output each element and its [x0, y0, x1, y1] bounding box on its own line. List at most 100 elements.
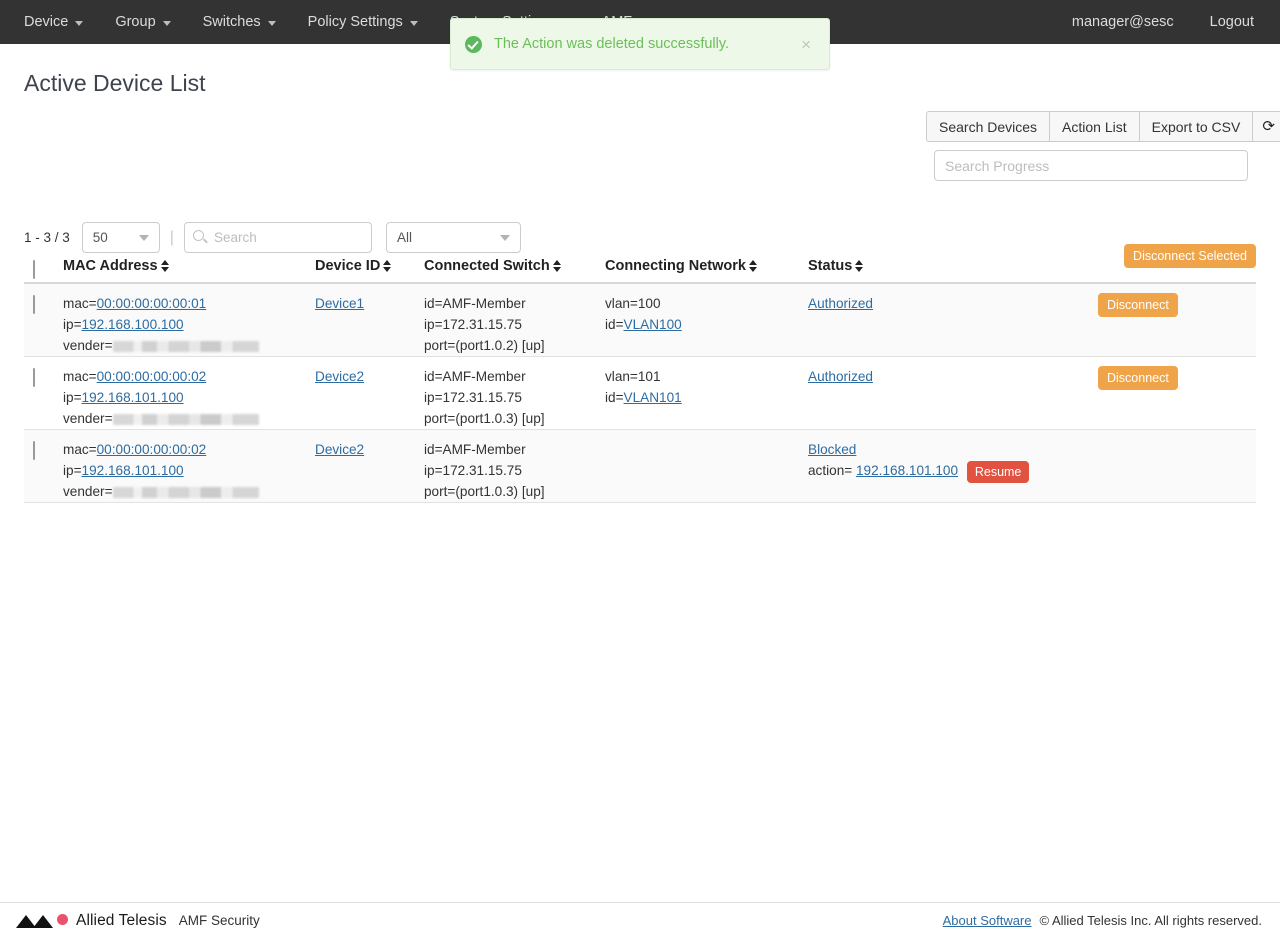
- chevron-down-icon: [162, 20, 171, 26]
- nav-item-switches[interactable]: Switches: [187, 0, 292, 44]
- ip-line: ip=192.168.101.100: [63, 460, 315, 481]
- status-link[interactable]: Authorized: [808, 369, 873, 384]
- cell-mac-address: mac=00:00:00:00:00:01 ip=192.168.100.100…: [63, 293, 315, 356]
- search-icon: [192, 230, 204, 241]
- divider: |: [169, 228, 174, 246]
- column-header-status-label: Status: [808, 258, 853, 274]
- cell-connecting-network: vlan=100 id=VLAN100: [605, 293, 808, 335]
- switch-port: port=(port1.0.2) [up]: [424, 338, 545, 353]
- logout-button[interactable]: Logout: [1209, 14, 1254, 30]
- about-software-link[interactable]: About Software: [942, 913, 1032, 928]
- row-checkbox[interactable]: [33, 368, 35, 387]
- current-user[interactable]: manager@sesc: [1071, 14, 1174, 30]
- mac-link[interactable]: 00:00:00:00:00:02: [96, 369, 207, 384]
- page-size-select[interactable]: 50: [81, 222, 160, 253]
- row-checkbox[interactable]: [33, 441, 35, 460]
- table-header-row: MAC Address Device ID Connected Switch C…: [24, 244, 1256, 284]
- disconnect-button[interactable]: Disconnect: [1098, 366, 1178, 390]
- nav-item-policy-settings[interactable]: Policy Settings: [292, 0, 434, 44]
- disconnect-selected-wrapper: Disconnect Selected: [1124, 244, 1256, 268]
- status-link[interactable]: Authorized: [808, 296, 873, 311]
- network-id-link[interactable]: VLAN100: [623, 317, 682, 332]
- search-devices-button[interactable]: Search Devices: [926, 111, 1050, 142]
- table-row: mac=00:00:00:00:00:02 ip=192.168.101.100…: [24, 357, 1256, 430]
- vender-prefix: vender=: [63, 484, 113, 499]
- action-target-link[interactable]: 192.168.101.100: [856, 463, 959, 478]
- disconnect-button[interactable]: Disconnect: [1098, 293, 1178, 317]
- refresh-icon: ⟳: [1262, 118, 1275, 135]
- sort-icon: [160, 260, 169, 272]
- chevron-down-icon: [138, 235, 149, 241]
- nav-item-group[interactable]: Group: [99, 0, 186, 44]
- device-id-link[interactable]: Device2: [315, 369, 365, 384]
- column-header-device-id[interactable]: Device ID: [315, 258, 424, 274]
- disconnect-selected-button[interactable]: Disconnect Selected: [1124, 244, 1256, 268]
- network-id-link[interactable]: VLAN101: [623, 390, 682, 405]
- action-toolbar: Search Devices Action List Export to CSV…: [926, 111, 1280, 142]
- cell-actions: Disconnect: [1098, 293, 1256, 317]
- row-select-cell: [24, 439, 63, 460]
- nav-menu-right: manager@sesc Logout: [1054, 0, 1280, 44]
- mac-line: mac=00:00:00:00:00:02: [63, 366, 315, 387]
- column-header-status[interactable]: Status: [808, 258, 1098, 274]
- vender-redacted-value: [112, 413, 259, 425]
- column-header-connected-switch[interactable]: Connected Switch: [424, 258, 605, 274]
- page-title: Active Device List: [24, 70, 206, 96]
- refresh-button[interactable]: ⟳: [1252, 111, 1280, 142]
- resume-button[interactable]: Resume: [966, 461, 1030, 483]
- status-link[interactable]: Blocked: [808, 442, 857, 457]
- table-row: mac=00:00:00:00:00:01 ip=192.168.100.100…: [24, 284, 1256, 357]
- brand-name: Allied Telesis: [76, 911, 167, 929]
- active-device-table: MAC Address Device ID Connected Switch C…: [24, 244, 1256, 503]
- alert-message: The Action was deleted successfully.: [494, 36, 730, 52]
- ip-prefix: ip=: [63, 317, 82, 332]
- chevron-down-icon: [499, 235, 510, 241]
- mac-prefix: mac=: [63, 442, 97, 457]
- page-footer: Allied Telesis AMF Security About Softwa…: [0, 902, 1280, 938]
- status-filter-select[interactable]: All: [385, 222, 521, 253]
- select-all-cell: [24, 258, 63, 279]
- close-icon[interactable]: ×: [801, 34, 811, 54]
- cell-actions: Disconnect: [1098, 366, 1256, 390]
- ip-link[interactable]: 192.168.101.100: [81, 463, 184, 478]
- chevron-down-icon: [267, 20, 276, 26]
- select-all-checkbox[interactable]: [33, 260, 35, 279]
- table-controls: 1 - 3 / 3 50 | All: [24, 222, 521, 253]
- device-id-link[interactable]: Device2: [315, 442, 365, 457]
- nav-item-device[interactable]: Device: [8, 0, 99, 44]
- mac-line: mac=00:00:00:00:00:01: [63, 293, 315, 314]
- vlan-line: vlan=100: [605, 296, 661, 311]
- sort-icon: [383, 260, 392, 272]
- switch-ip: ip=172.31.15.75: [424, 390, 522, 405]
- column-header-connected-switch-label: Connected Switch: [424, 258, 550, 274]
- check-circle-icon: [465, 35, 482, 53]
- switch-id: id=AMF-Member: [424, 369, 526, 384]
- switch-id: id=AMF-Member: [424, 296, 526, 311]
- cell-status: Authorized: [808, 293, 1098, 314]
- vender-redacted-value: [112, 486, 259, 498]
- table-search-input[interactable]: [183, 222, 372, 253]
- column-header-mac-address[interactable]: MAC Address: [63, 258, 315, 274]
- mac-link[interactable]: 00:00:00:00:00:02: [96, 442, 207, 457]
- column-header-connecting-network[interactable]: Connecting Network: [605, 258, 808, 274]
- ip-line: ip=192.168.100.100: [63, 314, 315, 335]
- nav-item-group-label: Group: [115, 14, 156, 30]
- ip-prefix: ip=: [63, 390, 82, 405]
- switch-port: port=(port1.0.3) [up]: [424, 411, 545, 426]
- ip-line: ip=192.168.101.100: [63, 387, 315, 408]
- action-list-button[interactable]: Action List: [1049, 111, 1139, 142]
- device-id-link[interactable]: Device1: [315, 296, 365, 311]
- search-progress-input[interactable]: [934, 150, 1248, 181]
- export-to-csv-button[interactable]: Export to CSV: [1138, 111, 1253, 142]
- ip-link[interactable]: 192.168.101.100: [81, 390, 184, 405]
- ip-link[interactable]: 192.168.100.100: [81, 317, 184, 332]
- vender-prefix: vender=: [63, 411, 113, 426]
- switch-ip: ip=172.31.15.75: [424, 317, 522, 332]
- network-id-prefix: id=: [605, 390, 624, 405]
- cell-connected-switch: id=AMF-Member ip=172.31.15.75 port=(port…: [424, 366, 605, 429]
- action-line: action= 192.168.101.100 Resume: [808, 460, 1098, 483]
- mac-link[interactable]: 00:00:00:00:00:01: [96, 296, 207, 311]
- mac-line: mac=00:00:00:00:00:02: [63, 439, 315, 460]
- footer-right: About Software © Allied Telesis Inc. All…: [943, 913, 1262, 928]
- row-checkbox[interactable]: [33, 295, 35, 314]
